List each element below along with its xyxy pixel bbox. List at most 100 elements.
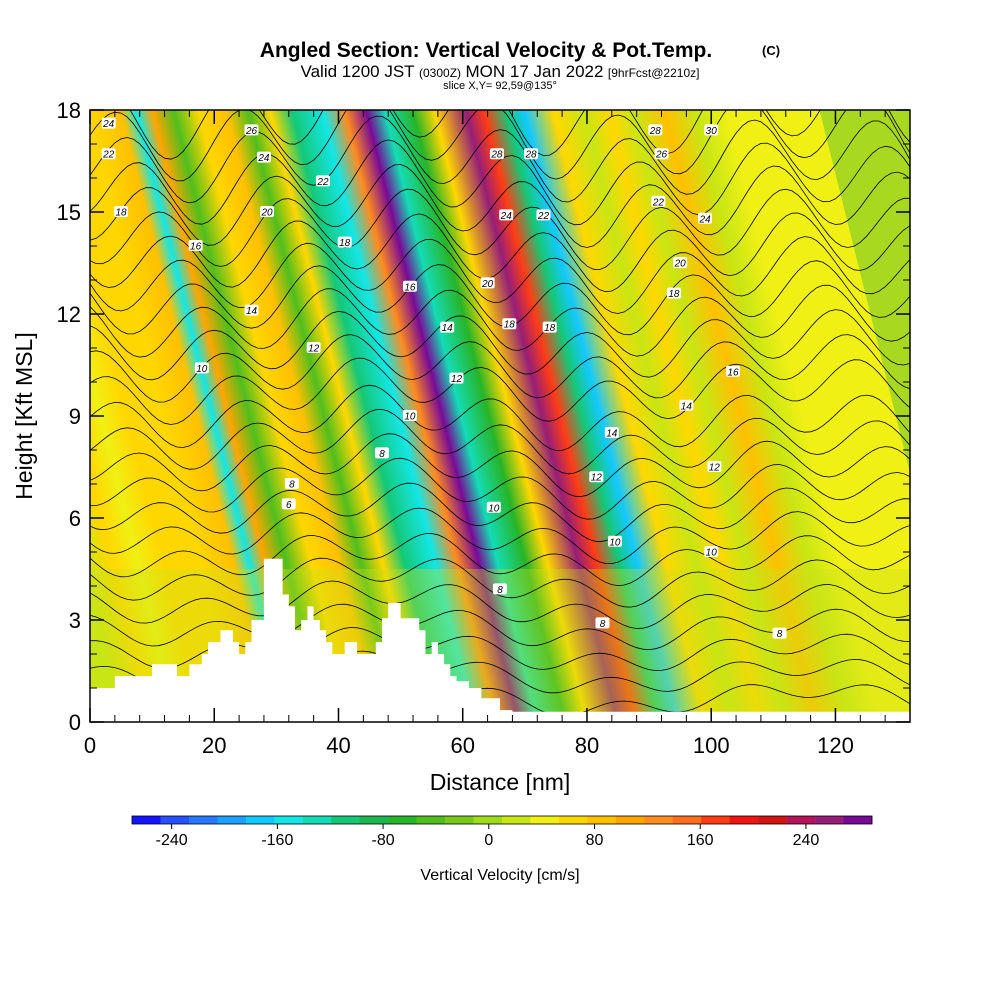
colorbar-swatch <box>815 816 844 824</box>
colorbar-swatch <box>445 816 474 824</box>
theta-label: 16 <box>402 280 417 293</box>
theta-label-box <box>480 277 495 289</box>
theta-label-text: 18 <box>339 238 351 249</box>
theta-label-box <box>648 124 663 136</box>
theta-contour-line <box>90 557 910 608</box>
theta-label: 8 <box>595 617 610 630</box>
theta-label: 26 <box>244 124 259 137</box>
theta-label-text: 8 <box>289 480 295 491</box>
colorbar-tick-label: -240 <box>156 832 188 849</box>
theta-contour-line <box>90 236 910 314</box>
theta-label-box <box>499 209 514 221</box>
theta-label-box <box>651 195 666 207</box>
theta-contour-line <box>90 260 910 336</box>
y-tick-label: 18 <box>57 98 81 123</box>
theta-label: 24 <box>698 212 712 225</box>
theta-label: 30 <box>704 124 719 137</box>
theta-label: 28 <box>648 124 663 137</box>
theta-label-text: 30 <box>706 126 718 137</box>
theta-label-text: 6 <box>286 500 292 511</box>
theta-contour-line <box>90 357 910 425</box>
theta-label-box <box>524 148 539 160</box>
theta-label-text: 14 <box>606 429 618 440</box>
theta-label-box <box>337 236 352 248</box>
theta-label-text: 10 <box>706 548 718 559</box>
theta-label-text: 12 <box>591 473 603 484</box>
theta-label-text: 18 <box>115 208 127 219</box>
theta-label: 18 <box>502 318 517 331</box>
x-tick-label: 60 <box>450 733 474 758</box>
colorbar-swatch <box>217 816 247 824</box>
y-tick-label: 0 <box>69 710 81 735</box>
theta-label-box <box>402 410 417 421</box>
theta-label-box <box>101 148 116 160</box>
theta-label: 16 <box>188 240 203 253</box>
chart-title: Angled Section: Vertical Velocity & Pot.… <box>260 39 712 62</box>
theta-label: 12 <box>707 461 722 474</box>
theta-label-box <box>244 124 259 136</box>
theta-label-text: 14 <box>681 401 693 412</box>
theta-label-text: 28 <box>490 150 503 161</box>
colorbar-swatch <box>758 816 787 824</box>
colorbar-tick-label: 0 <box>484 832 493 849</box>
theta-label-text: 16 <box>190 242 202 253</box>
theta-label-box <box>666 287 681 299</box>
theta-label: 8 <box>284 478 299 491</box>
theta-label: 18 <box>542 321 557 334</box>
theta-label-text: 24 <box>102 119 115 130</box>
theta-label-box <box>486 501 501 513</box>
colorbar-swatch <box>416 816 446 824</box>
colorbar-swatch <box>274 816 304 824</box>
theta-label: 8 <box>772 627 787 640</box>
theta-label-text: 10 <box>488 503 500 514</box>
theta-contour-line <box>90 457 910 520</box>
theta-label-text: 10 <box>196 364 208 375</box>
theta-label-box <box>542 321 557 333</box>
x-tick-label: 0 <box>84 733 96 758</box>
x-tick-label: 100 <box>693 733 730 758</box>
x-axis-title: Distance [nm] <box>430 769 571 795</box>
slice-info: slice X,Y= 92,59@135° <box>443 80 557 92</box>
theta-contours <box>90 110 910 717</box>
theta-label-box <box>673 257 688 268</box>
colorbar-swatch <box>160 816 190 824</box>
colorbar-tick-label: -80 <box>372 832 395 849</box>
colorbar-swatch <box>188 816 218 824</box>
theta-label-text: 24 <box>257 153 270 164</box>
title-mark: (C) <box>762 43 780 58</box>
theta-label-text: 14 <box>246 306 258 317</box>
theta-label-box <box>449 372 464 384</box>
theta-label: 18 <box>337 236 352 249</box>
theta-contour-line <box>90 580 910 629</box>
colorbar-swatch <box>701 816 730 824</box>
y-tick-label: 9 <box>69 404 81 429</box>
theta-label: 10 <box>402 410 417 423</box>
colorbar-swatch <box>672 816 702 824</box>
theta-label-text: 8 <box>379 449 385 460</box>
theta-contour-line <box>90 507 910 565</box>
theta-label-text: 18 <box>504 320 516 331</box>
theta-label-box <box>281 498 296 510</box>
theta-contour-labels: 24 22 18 16 26 24 22 20 18 14 12 10 16 14 12 10 8 8 6 28 28 2… <box>101 117 787 640</box>
theta-contour-line <box>90 164 910 248</box>
theta-label: 24 <box>101 117 116 130</box>
theta-label-text: 12 <box>451 374 463 385</box>
plot-area: 24 22 18 16 26 24 22 20 18 14 12 10 16 14 12 10 8 8 6 28 28 2… <box>90 110 910 722</box>
theta-contour-line <box>129 110 910 160</box>
theta-contour-line <box>90 110 910 182</box>
theta-label-box <box>493 583 507 595</box>
theta-label-box <box>284 478 299 489</box>
theta-label-box <box>440 321 455 333</box>
theta-label: 12 <box>449 372 464 385</box>
theta-label: 10 <box>607 535 622 548</box>
theta-label-box <box>101 117 116 129</box>
y-tick-label: 6 <box>69 506 81 531</box>
theta-label: 10 <box>704 546 719 559</box>
theta-label-text: 24 <box>698 214 711 225</box>
theta-label-text: 10 <box>609 537 621 548</box>
theta-label-text: 12 <box>709 463 721 474</box>
theta-label: 22 <box>651 195 666 208</box>
theta-label-box <box>114 206 129 217</box>
colorbar-tick-label: -160 <box>261 832 293 849</box>
theta-label: 28 <box>524 148 539 161</box>
